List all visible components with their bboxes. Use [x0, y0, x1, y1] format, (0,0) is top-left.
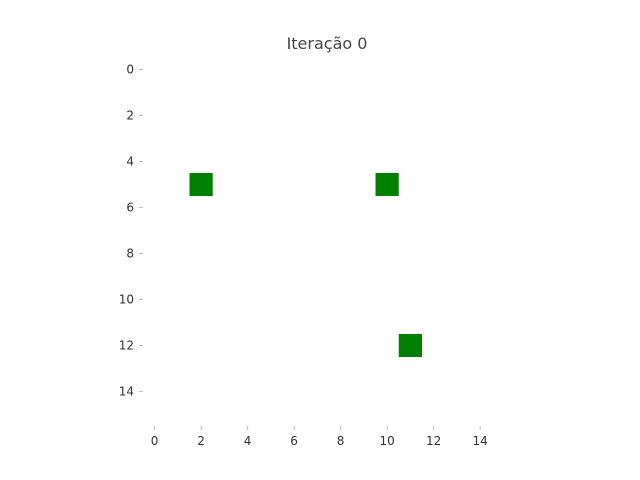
- y-tick-label: 0: [126, 63, 134, 77]
- y-tick-label: 6: [126, 201, 134, 215]
- x-axis: 0 2 4 6 8 10 12 14: [151, 426, 488, 448]
- y-tick-label: 8: [126, 247, 134, 261]
- x-tick-label: 0: [151, 434, 159, 448]
- y-tick-label: 2: [126, 109, 134, 123]
- y-tick-label: 14: [119, 385, 134, 399]
- cells-layer: [189, 173, 422, 357]
- y-tick-label: 10: [119, 293, 134, 307]
- x-tick-label: 14: [472, 434, 487, 448]
- y-tick-label: 4: [126, 155, 134, 169]
- plot-area: [143, 58, 515, 426]
- heatmap-cell: [375, 173, 399, 196]
- heatmap-cell: [189, 173, 213, 196]
- x-tick-label: 10: [379, 434, 394, 448]
- x-tick-label: 8: [337, 434, 345, 448]
- x-tick-label: 12: [426, 434, 441, 448]
- x-tick-label: 2: [197, 434, 205, 448]
- y-axis: 0 2 4 6 8 10 12 14: [119, 63, 143, 399]
- x-tick-label: 6: [290, 434, 298, 448]
- heatmap-cell: [398, 334, 422, 357]
- x-tick-label: 4: [244, 434, 252, 448]
- chart-title: Iteração 0: [287, 34, 368, 53]
- plot-background: [143, 58, 515, 426]
- y-tick-label: 12: [119, 339, 134, 353]
